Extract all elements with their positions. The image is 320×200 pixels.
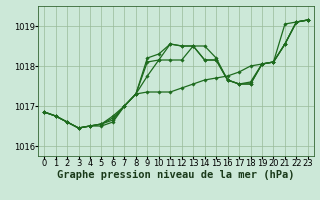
X-axis label: Graphe pression niveau de la mer (hPa): Graphe pression niveau de la mer (hPa) — [57, 170, 295, 180]
